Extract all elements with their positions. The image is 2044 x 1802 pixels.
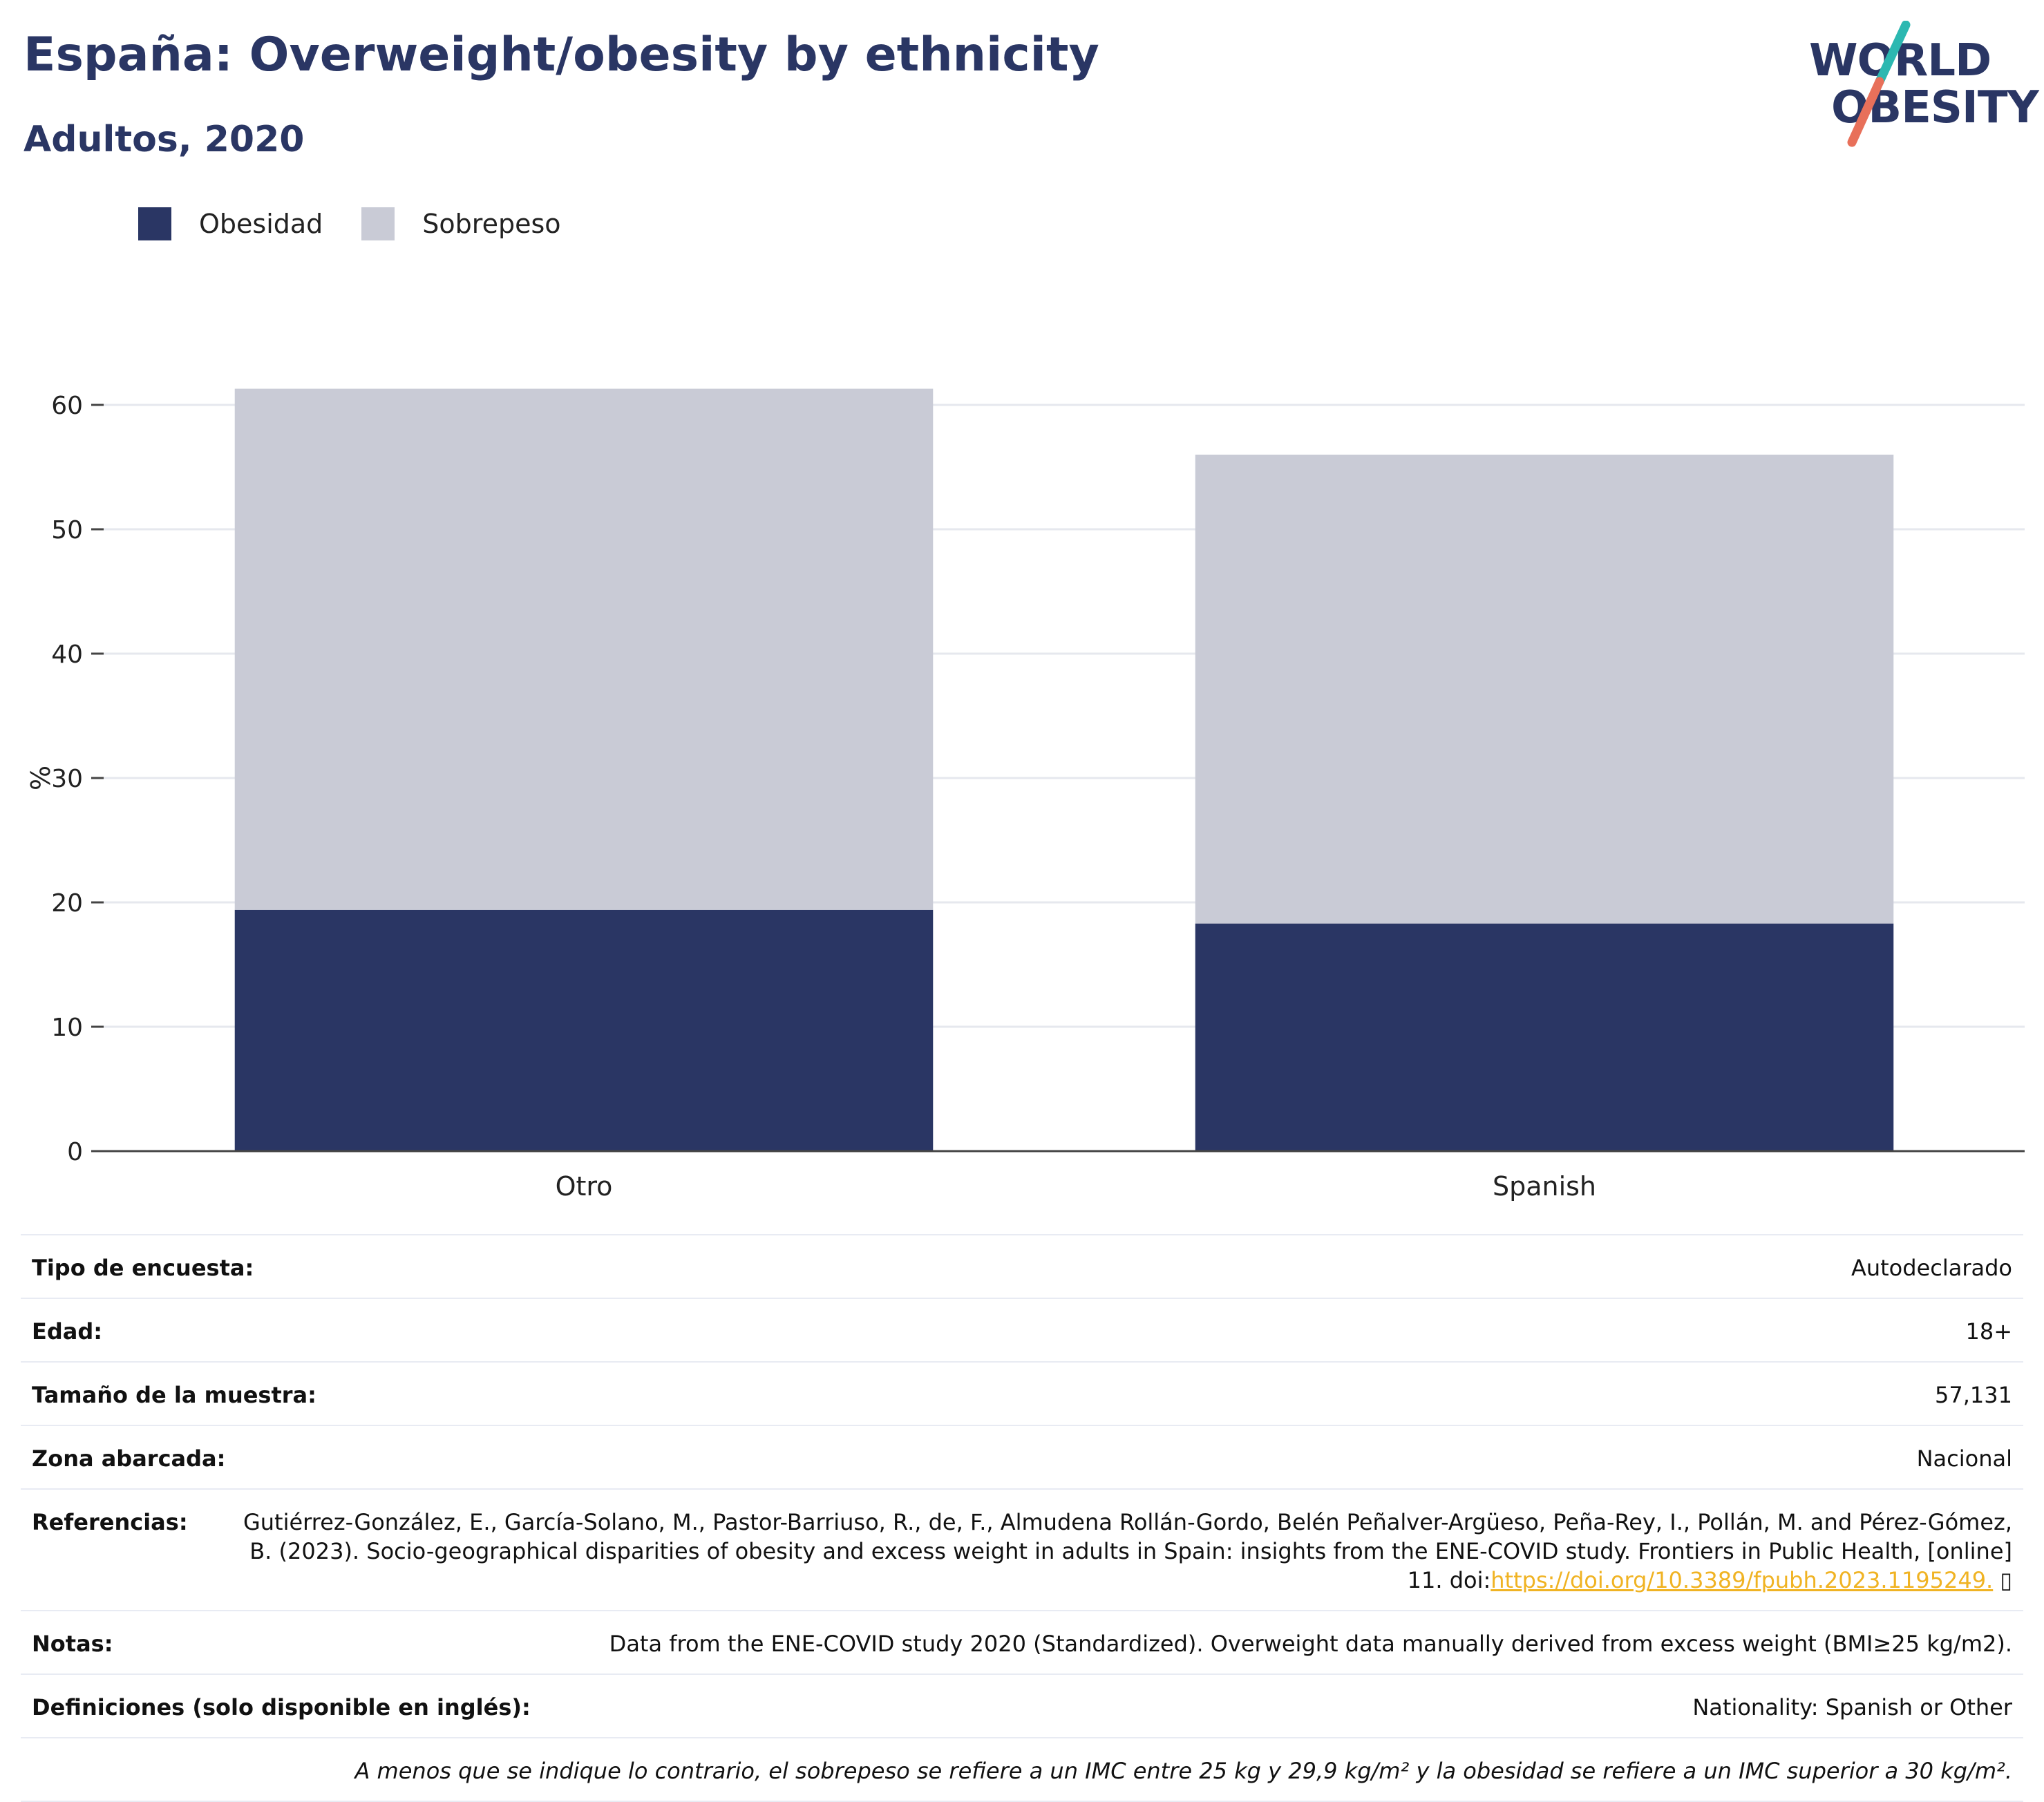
info-value: 57,131	[1935, 1382, 2012, 1408]
info-row-age: Edad: 18+	[21, 1298, 2023, 1361]
info-label: Zona abarcada:	[32, 1445, 226, 1472]
bar-segment-sobrepeso	[1195, 455, 1894, 924]
references-text: Gutiérrez-González, E., García-Solano, M…	[229, 1508, 2012, 1595]
x-tick-label: Spanish	[1493, 1171, 1596, 1202]
info-label: Tamaño de la muestra:	[32, 1382, 316, 1408]
y-tick-label: 20	[51, 889, 83, 918]
info-value: Data from the ENE-COVID study 2020 (Stan…	[609, 1631, 2012, 1657]
logo-slash-icon	[1847, 21, 1911, 147]
info-value: Nacional	[1916, 1445, 2012, 1472]
legend-item-sobrepeso[interactable]: Sobrepeso	[361, 207, 561, 240]
info-row-sample-size: Tamaño de la muestra: 57,131	[21, 1361, 2023, 1425]
info-row-notes: Notas: Data from the ENE-COVID study 202…	[21, 1610, 2023, 1673]
doi-link[interactable]: https://doi.org/10.3389/fpubh.2023.11952…	[1491, 1567, 1994, 1593]
y-tick-label: 50	[51, 516, 83, 544]
info-row-definitions: Definiciones (solo disponible en inglés)…	[21, 1673, 2023, 1737]
bmi-footnote: A menos que se indique lo contrario, el …	[21, 1737, 2023, 1802]
y-tick-label: 40	[51, 641, 83, 669]
chart-legend: Obesidad Sobrepeso	[138, 207, 600, 240]
info-value: 18+	[1965, 1318, 2012, 1345]
y-tick-label: 10	[51, 1014, 83, 1042]
bar-segment-obesidad	[234, 909, 934, 1151]
info-row-survey-type: Tipo de encuesta: Autodeclarado	[21, 1234, 2023, 1298]
stacked-bar-chart: 0 10 20 30 40 50 60% Otro Spanish	[26, 388, 2025, 1202]
survey-info-table: Tipo de encuesta: Autodeclarado Edad: 18…	[21, 1234, 2023, 1802]
info-label: Referencias:	[32, 1509, 188, 1535]
legend-swatch-obesidad	[138, 207, 171, 240]
y-tick-label: 60	[51, 392, 83, 420]
bar-segment-obesidad	[1195, 923, 1894, 1151]
info-row-references: Referencias: Gutiérrez-González, E., Gar…	[21, 1488, 2023, 1610]
bar-segment-sobrepeso	[234, 388, 934, 910]
info-label: Notas:	[32, 1631, 113, 1657]
page-subtitle: Adultos, 2020	[23, 119, 305, 160]
info-value: Autodeclarado	[1851, 1255, 2012, 1281]
references-citation: Gutiérrez-González, E., García-Solano, M…	[243, 1509, 2012, 1593]
legend-label-obesidad: Obesidad	[199, 209, 323, 239]
page-title: España: Overweight/obesity by ethnicity	[23, 28, 1099, 82]
legend-swatch-sobrepeso	[361, 207, 395, 240]
info-label: Tipo de encuesta:	[32, 1255, 254, 1281]
external-link-icon[interactable]: ▯	[1993, 1567, 2012, 1593]
legend-item-obesidad[interactable]: Obesidad	[138, 207, 323, 240]
y-axis-title: %	[26, 766, 56, 790]
legend-label-sobrepeso: Sobrepeso	[422, 209, 561, 239]
info-label: Edad:	[32, 1318, 103, 1345]
world-obesity-logo[interactable]: WORLD OBESITY	[1804, 21, 2039, 152]
info-row-coverage: Zona abarcada: Nacional	[21, 1425, 2023, 1488]
info-value: Nationality: Spanish or Other	[1692, 1694, 2012, 1720]
x-tick-label: Otro	[556, 1171, 613, 1202]
info-label: Definiciones (solo disponible en inglés)…	[32, 1694, 531, 1720]
y-tick-label: 30	[51, 765, 83, 793]
y-tick-label: 0	[67, 1138, 83, 1166]
